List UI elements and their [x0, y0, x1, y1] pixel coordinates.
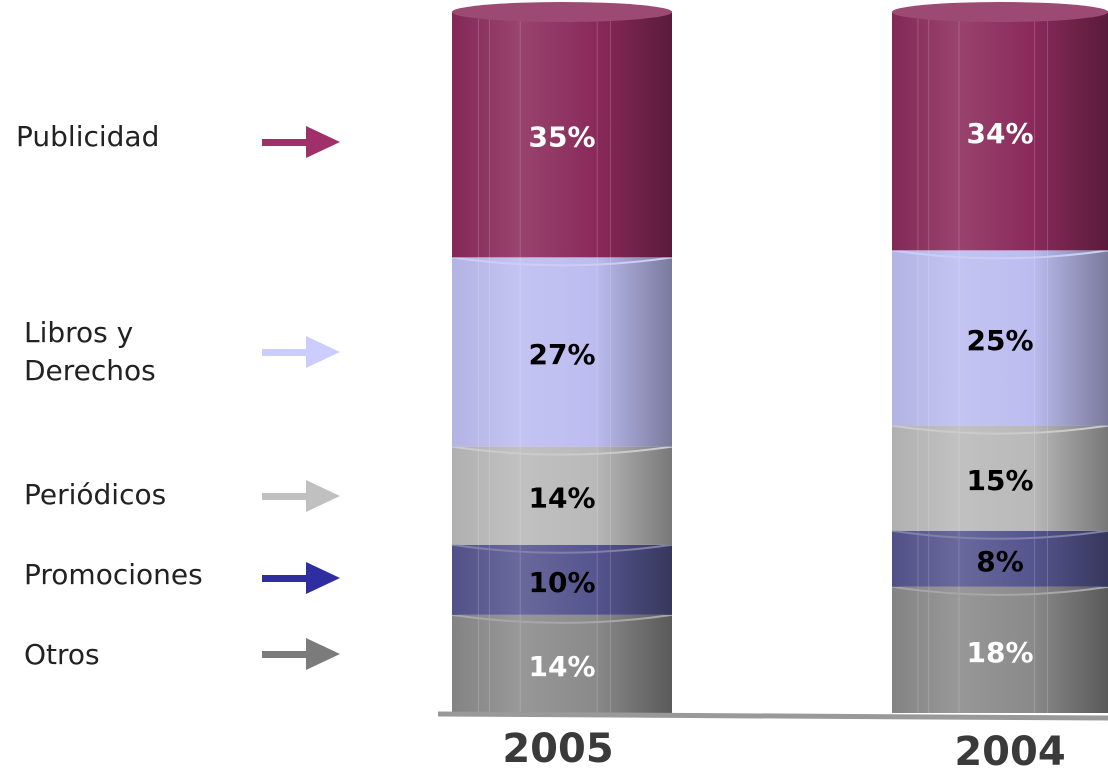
data-label-2004-3: 25% — [966, 324, 1033, 357]
legend-arrow-icon-2 — [262, 480, 340, 512]
category-label-2005: 2005 — [502, 726, 613, 771]
x-axis-line — [437, 711, 1108, 721]
data-label-2004-2: 15% — [966, 464, 1033, 497]
legend-label-4: Publicidad — [16, 120, 160, 153]
bar-segment-2005-4 — [452, 12, 672, 258]
labels-layer: 14% 10% 14% 27% 35% 18% 8% 15% 25% 34% — [528, 117, 1033, 683]
bar-segment-edge — [451, 256, 673, 267]
data-label-2005-0: 14% — [528, 650, 595, 683]
legend-arrow-icon-1 — [262, 562, 340, 594]
data-label-2005-2: 14% — [528, 482, 595, 515]
bar-segment-2004-3 — [892, 250, 1108, 426]
legend-arrow-icon-3 — [262, 336, 340, 368]
bar-segment-edge — [451, 445, 673, 456]
bar-segment-2005-0 — [452, 614, 672, 713]
bar-segment-edge — [451, 543, 673, 554]
data-label-2004-4: 34% — [966, 117, 1033, 150]
data-label-2005-4: 35% — [528, 121, 595, 154]
legend-label-1: Promociones — [24, 558, 203, 591]
bar-segment-2004-4 — [892, 12, 1108, 251]
data-label-2005-3: 27% — [528, 338, 595, 371]
bar-segment-2005-3 — [452, 257, 672, 447]
bar-segment-2004-0 — [892, 586, 1108, 713]
bar-top-cap-2005 — [452, 2, 672, 22]
bar-segment-edge — [891, 585, 1108, 596]
bar-segment-edge — [891, 249, 1108, 260]
category-labels: 2005 2004 — [502, 726, 1065, 771]
legend-label-0: Otros — [24, 638, 100, 671]
bar-segment-edge — [451, 613, 673, 624]
data-label-2004-0: 18% — [966, 636, 1033, 669]
bar-segment-2004-1 — [892, 530, 1108, 587]
data-label-2005-1: 10% — [528, 566, 595, 599]
bar-segment-2005-2 — [452, 446, 672, 545]
legend-arrow-icon-4 — [262, 126, 340, 158]
bar-top-cap-2004 — [892, 2, 1108, 22]
legend-arrow-icon-0 — [262, 638, 340, 670]
data-label-2004-1: 8% — [976, 545, 1024, 578]
bar-segment-edge — [891, 529, 1108, 540]
bar-segment-edge — [891, 424, 1108, 435]
bars-layer — [451, 2, 1108, 713]
bar-segment-2005-1 — [452, 544, 672, 615]
legend-label-2: Periódicos — [24, 478, 167, 511]
bar-segment-2004-2 — [892, 425, 1108, 531]
legend-label-3: Libros y Derechos — [24, 316, 156, 387]
category-label-2004: 2004 — [954, 729, 1065, 771]
